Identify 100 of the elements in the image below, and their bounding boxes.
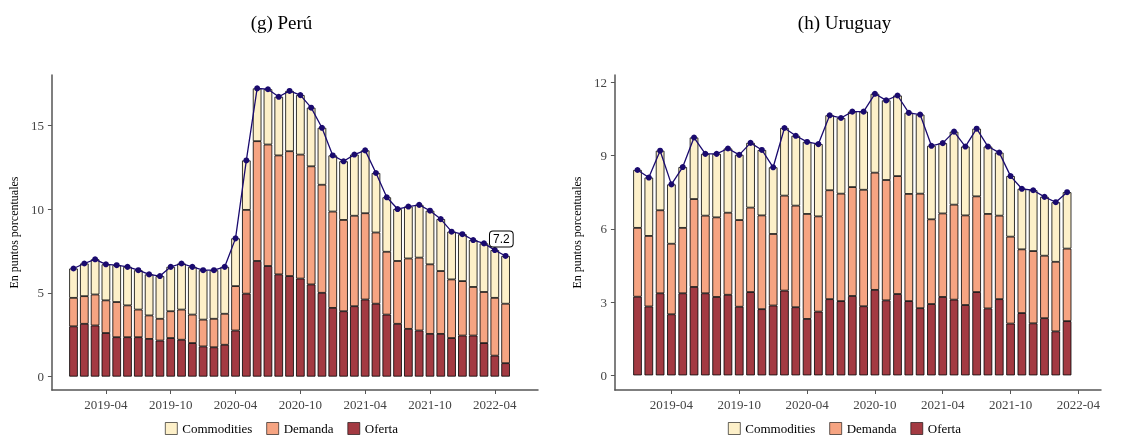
point: [917, 111, 924, 118]
point: [437, 216, 444, 223]
point: [470, 237, 477, 244]
point: [939, 140, 946, 147]
point: [849, 108, 856, 115]
point: [736, 151, 743, 158]
point: [1018, 185, 1025, 192]
point: [1064, 189, 1071, 196]
point: [340, 158, 347, 165]
x-tick-label: 2020-10: [278, 397, 323, 412]
x-tick-label: 2021-04: [343, 397, 388, 412]
point: [1041, 193, 1048, 200]
point: [491, 247, 498, 254]
point: [146, 271, 153, 278]
point: [318, 124, 325, 131]
point: [178, 260, 185, 267]
point: [459, 231, 466, 238]
x-tick-label: 2020-04: [213, 397, 258, 412]
point: [1007, 173, 1014, 180]
point: [747, 139, 754, 146]
point: [167, 263, 174, 270]
point: [905, 109, 912, 116]
point: [405, 203, 412, 210]
point: [894, 92, 901, 99]
point: [286, 87, 293, 94]
point: [113, 262, 120, 269]
point: [254, 85, 261, 92]
x-tick-label: 2021-04: [921, 397, 965, 412]
point: [416, 201, 423, 208]
data-label: 7.2: [492, 232, 510, 247]
x-tick-label: 2019-04: [84, 397, 129, 412]
legend-label: Demanda: [283, 421, 334, 436]
legend-label: Oferta: [927, 421, 962, 436]
point: [724, 145, 731, 152]
point: [679, 164, 686, 171]
y-tick-label: 0: [37, 369, 44, 385]
point: [189, 263, 196, 270]
y-tick-label: 12: [593, 74, 607, 90]
point: [770, 164, 777, 171]
y-tick-label: 10: [30, 201, 44, 217]
point: [362, 147, 369, 154]
point: [102, 261, 109, 268]
point: [804, 138, 811, 145]
chart-title: (h) Uruguay: [797, 12, 892, 34]
y-tick-label: 15: [30, 117, 44, 133]
point: [264, 86, 271, 93]
point: [200, 267, 207, 274]
point: [928, 142, 935, 149]
point: [210, 267, 217, 274]
point: [481, 240, 487, 247]
point: [871, 90, 878, 97]
point: [758, 146, 765, 153]
point: [645, 174, 652, 181]
point: [92, 256, 99, 263]
point: [308, 104, 315, 111]
legend-label: Commodities: [745, 421, 816, 436]
legend-label: Oferta: [364, 421, 399, 436]
point: [860, 108, 867, 115]
x-tick-label: 2020-04: [785, 397, 830, 412]
y-tick-label: 6: [600, 221, 608, 237]
chart-title: (g) Perú: [250, 12, 313, 34]
point: [372, 170, 379, 177]
legend-label: Commodities: [182, 421, 253, 436]
point: [156, 273, 163, 280]
x-tick-label: 2019-10: [717, 397, 761, 412]
point: [962, 143, 969, 150]
x-tick-label: 2021-10: [408, 397, 452, 412]
point: [984, 143, 991, 150]
y-tick-label: 3: [600, 294, 607, 310]
point: [124, 263, 131, 270]
point: [668, 181, 675, 188]
point: [883, 97, 890, 104]
x-tick-label: 2021-10: [988, 397, 1033, 412]
point: [634, 166, 641, 173]
point: [221, 263, 228, 270]
point: [815, 141, 822, 148]
point: [448, 228, 455, 235]
legend-label: Demanda: [846, 421, 897, 436]
point: [383, 194, 390, 201]
y-axis-title: En puntos porcentuales: [570, 176, 584, 289]
y-axis-title: En puntos porcentuales: [7, 176, 21, 289]
x-tick-label: 2019-10: [149, 397, 193, 412]
x-tick-label: 2022-04: [473, 397, 517, 412]
point: [1052, 199, 1059, 206]
point: [691, 134, 698, 141]
point: [394, 206, 401, 213]
point: [135, 267, 142, 274]
point: [70, 265, 77, 272]
point: [1030, 187, 1037, 194]
point: [657, 147, 664, 154]
point: [297, 92, 304, 99]
point: [792, 132, 799, 139]
point: [951, 128, 958, 135]
y-tick-label: 0: [600, 367, 607, 383]
point: [329, 152, 336, 159]
x-tick-label: 2020-10: [853, 397, 897, 412]
y-tick-label: 9: [600, 148, 607, 164]
point: [702, 150, 709, 157]
point: [502, 252, 509, 259]
point: [275, 93, 282, 100]
